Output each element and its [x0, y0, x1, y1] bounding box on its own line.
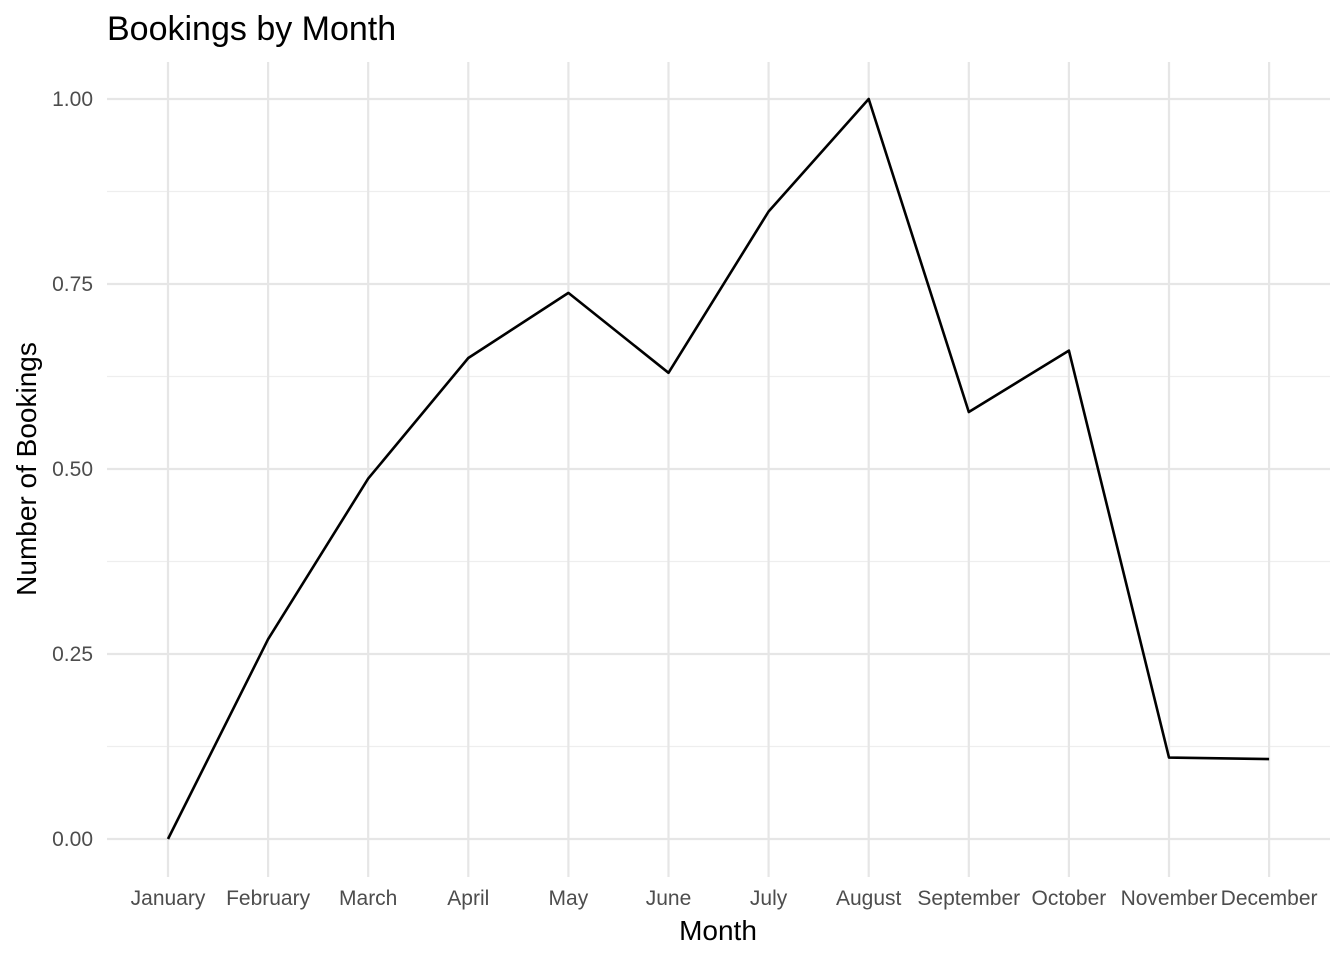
y-axis-title: Number of Bookings [11, 342, 42, 596]
y-tick-label: 0.75 [52, 273, 93, 296]
x-tick-label: September [917, 887, 1020, 910]
y-tick-label: 0.00 [52, 828, 93, 851]
x-tick-label: May [549, 887, 589, 910]
x-tick-label: April [447, 887, 489, 910]
x-tick-label: February [226, 887, 311, 910]
x-axis-title: Month [679, 915, 757, 946]
x-axis-ticks: January February March April May June July Augu… [131, 887, 1318, 910]
y-tick-label: 0.50 [52, 458, 93, 481]
y-axis-ticks: 0.00 0.25 0.50 0.75 1.00 [52, 88, 93, 851]
x-tick-label: December [1221, 887, 1318, 910]
x-tick-label: November [1121, 887, 1218, 910]
series-line [166, 97, 1270, 840]
y-tick-label: 1.00 [52, 88, 93, 111]
chart-title: Bookings by Month [107, 10, 396, 48]
x-tick-label: March [339, 887, 397, 910]
grid [107, 62, 1330, 877]
series-layer [166, 97, 1270, 840]
y-tick-label: 0.25 [52, 643, 93, 666]
x-tick-label: June [646, 887, 692, 910]
x-tick-label: July [750, 887, 788, 910]
x-tick-label: August [836, 887, 902, 910]
x-tick-label: October [1032, 887, 1107, 910]
x-tick-label: January [131, 887, 206, 910]
